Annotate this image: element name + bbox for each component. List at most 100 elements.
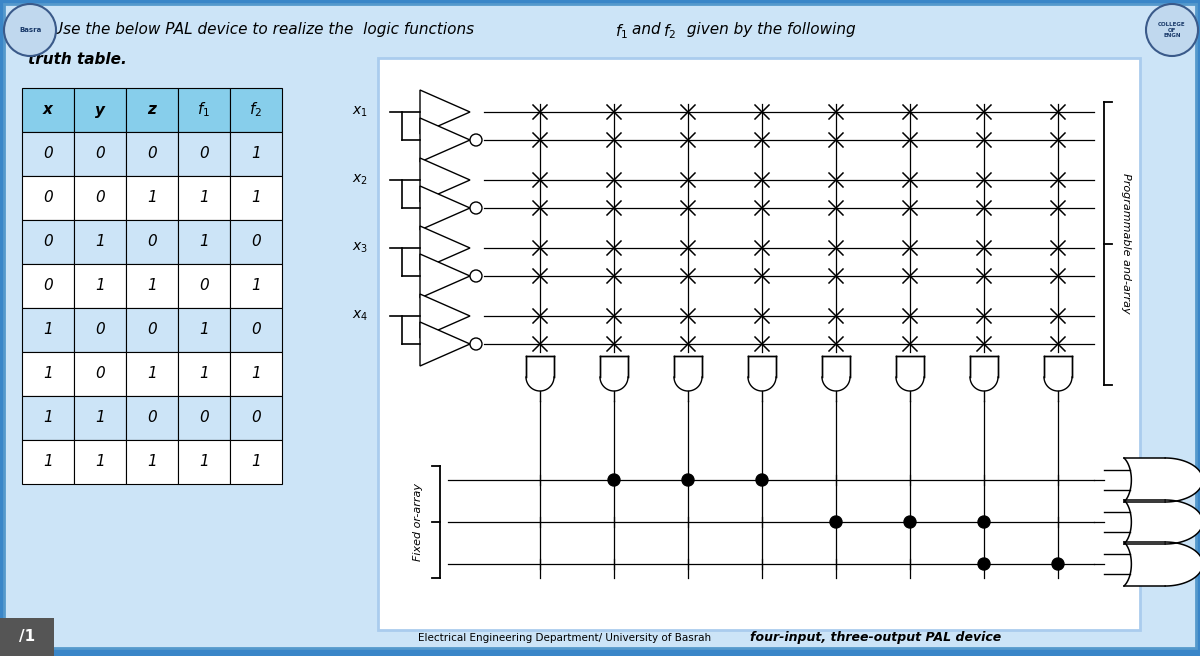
Bar xyxy=(178,352,230,396)
Bar xyxy=(178,176,230,220)
Text: 0: 0 xyxy=(95,323,104,337)
Text: 1: 1 xyxy=(43,455,53,470)
Circle shape xyxy=(830,516,842,528)
Text: 1: 1 xyxy=(148,279,157,293)
Bar xyxy=(178,308,230,352)
Bar xyxy=(230,308,282,352)
Bar xyxy=(178,396,230,440)
Text: 1: 1 xyxy=(251,146,260,161)
Bar xyxy=(22,308,74,352)
Bar xyxy=(22,264,74,308)
Circle shape xyxy=(1052,558,1064,570)
Circle shape xyxy=(1146,4,1198,56)
Circle shape xyxy=(904,516,916,528)
Bar xyxy=(22,132,74,176)
Bar xyxy=(230,440,282,484)
Text: 1: 1 xyxy=(148,190,157,205)
Circle shape xyxy=(470,270,482,282)
Bar xyxy=(22,352,74,396)
Bar xyxy=(74,176,126,220)
Polygon shape xyxy=(1124,500,1200,544)
Circle shape xyxy=(470,202,482,214)
Bar xyxy=(178,264,230,308)
Circle shape xyxy=(608,474,620,486)
Text: 0: 0 xyxy=(251,323,260,337)
Bar xyxy=(230,88,282,132)
Text: 0: 0 xyxy=(199,411,209,426)
Text: Basra: Basra xyxy=(19,27,41,33)
Bar xyxy=(74,88,126,132)
Bar xyxy=(230,176,282,220)
Text: /1: /1 xyxy=(19,630,35,644)
Text: 1: 1 xyxy=(251,279,260,293)
Polygon shape xyxy=(420,158,470,202)
Bar xyxy=(230,220,282,264)
Bar xyxy=(126,132,178,176)
Text: 0: 0 xyxy=(95,146,104,161)
Polygon shape xyxy=(420,254,470,298)
Text: 1: 1 xyxy=(95,411,104,426)
Circle shape xyxy=(756,474,768,486)
Bar xyxy=(126,352,178,396)
Polygon shape xyxy=(420,294,470,338)
Bar xyxy=(126,88,178,132)
Bar xyxy=(0,618,54,656)
Text: 0: 0 xyxy=(148,411,157,426)
Text: 0: 0 xyxy=(43,279,53,293)
Polygon shape xyxy=(420,118,470,162)
Bar xyxy=(22,440,74,484)
Text: 1: 1 xyxy=(148,367,157,382)
Bar xyxy=(22,220,74,264)
Text: and: and xyxy=(632,22,666,37)
Bar xyxy=(22,176,74,220)
Bar xyxy=(178,132,230,176)
Polygon shape xyxy=(420,186,470,230)
Text: 0: 0 xyxy=(43,234,53,249)
Bar xyxy=(126,440,178,484)
Circle shape xyxy=(470,338,482,350)
Bar xyxy=(74,440,126,484)
Text: 1: 1 xyxy=(43,411,53,426)
Polygon shape xyxy=(526,356,554,391)
Text: $f_1$: $f_1$ xyxy=(198,100,210,119)
Bar xyxy=(126,220,178,264)
Bar xyxy=(126,396,178,440)
Text: 1: 1 xyxy=(95,279,104,293)
Text: $f_2$: $f_2$ xyxy=(662,22,676,41)
Text: Fixed or-array: Fixed or-array xyxy=(413,483,424,561)
Text: given by the following: given by the following xyxy=(682,22,856,37)
Bar xyxy=(126,176,178,220)
Polygon shape xyxy=(1044,356,1072,391)
Text: y: y xyxy=(95,102,106,117)
Text: $f_1$: $f_1$ xyxy=(616,22,628,41)
Polygon shape xyxy=(748,356,776,391)
Text: 1: 1 xyxy=(199,323,209,337)
Text: Q.: Q. xyxy=(28,22,47,37)
Text: 0: 0 xyxy=(251,234,260,249)
Text: z: z xyxy=(148,102,156,117)
Text: 0: 0 xyxy=(95,367,104,382)
Text: 1: 1 xyxy=(251,190,260,205)
Text: 1: 1 xyxy=(95,455,104,470)
Text: COLLEGE
OF
ENGN: COLLEGE OF ENGN xyxy=(1158,22,1186,38)
Bar xyxy=(230,352,282,396)
Text: Electrical Engineering Department/ University of Basrah: Electrical Engineering Department/ Unive… xyxy=(418,633,712,643)
Bar xyxy=(74,352,126,396)
Text: 1: 1 xyxy=(199,367,209,382)
Bar xyxy=(178,440,230,484)
Bar xyxy=(378,58,1140,630)
Bar xyxy=(178,88,230,132)
Text: 0: 0 xyxy=(251,411,260,426)
Text: 0: 0 xyxy=(43,190,53,205)
Text: 1: 1 xyxy=(251,367,260,382)
Circle shape xyxy=(978,558,990,570)
Bar xyxy=(230,264,282,308)
Bar xyxy=(230,132,282,176)
Text: 0: 0 xyxy=(199,146,209,161)
Bar xyxy=(126,308,178,352)
Text: Programmable and-array: Programmable and-array xyxy=(1121,173,1132,314)
Text: $f_2$: $f_2$ xyxy=(250,100,263,119)
Bar xyxy=(230,396,282,440)
Text: x: x xyxy=(43,102,53,117)
Bar xyxy=(178,220,230,264)
